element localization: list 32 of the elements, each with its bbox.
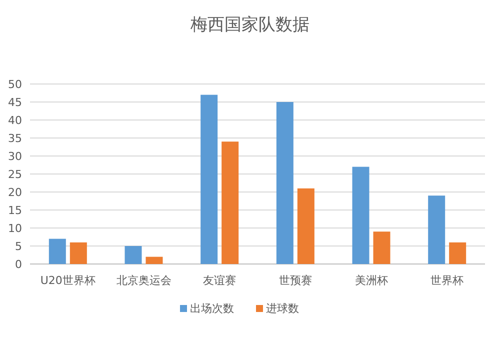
bar [352,166,370,264]
bar [70,242,87,264]
x-tick-label: 世预赛 [278,274,312,287]
x-tick-label: U20世界杯 [40,274,96,287]
legend-label: 出场次数 [190,302,234,315]
y-tick-label: 45 [8,96,22,109]
bar [146,256,163,264]
bar [200,94,218,264]
x-tick-label: 北京奥运会 [116,274,172,287]
legend-label: 进球数 [266,302,299,315]
y-tick-label: 20 [8,186,22,199]
bar [222,142,239,264]
y-tick-label: 5 [15,240,22,253]
x-tick-label: 友谊赛 [203,274,236,287]
bar [297,188,314,264]
bar [48,238,66,264]
y-tick-label: 40 [8,114,22,127]
bar [373,232,390,264]
bar [276,102,294,264]
chart-title: 梅西国家队数据 [190,15,310,35]
x-tick-label: 世界杯 [430,274,464,287]
y-tick-label: 35 [8,132,22,145]
y-tick-label: 15 [8,204,22,217]
y-tick-label: 50 [8,78,22,91]
x-tick-label: 美洲杯 [354,274,388,287]
bar [124,246,142,264]
y-tick-label: 0 [15,258,22,271]
y-tick-label: 30 [8,150,22,163]
bar [428,196,446,264]
bar [449,242,466,264]
y-tick-label: 10 [8,222,22,235]
y-tick-label: 25 [8,168,22,181]
